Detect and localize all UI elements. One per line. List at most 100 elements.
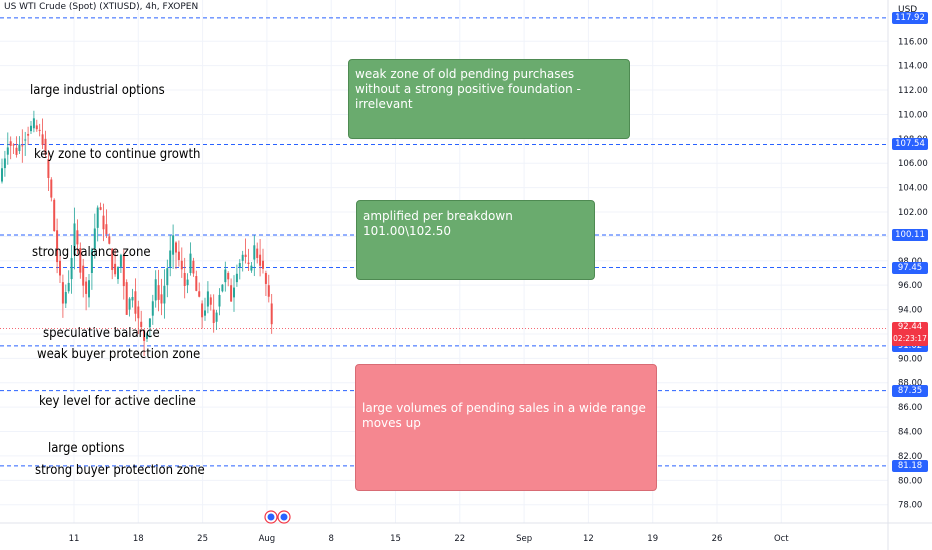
candle-body	[186, 279, 189, 286]
candle-body	[1, 168, 3, 182]
candle-body	[195, 276, 198, 291]
y-tick-label: 102.00	[898, 208, 928, 218]
x-tick-label: Sep	[516, 534, 532, 544]
candle-body	[30, 125, 32, 132]
candle-body	[125, 282, 128, 315]
note-box[interactable]: weak zone of old pending purchases withou…	[348, 59, 630, 139]
candle-body	[35, 125, 38, 130]
candle-body	[148, 318, 151, 328]
x-tick-label: 22	[454, 534, 465, 544]
x-tick-label: Oct	[774, 534, 789, 544]
event-markers[interactable]	[264, 510, 291, 524]
y-tick-label: 84.00	[898, 428, 922, 438]
candle-body	[53, 199, 56, 232]
candle-body	[12, 144, 15, 146]
time-axis[interactable]: 11 18 25 Aug 8 15 22 Sep 12 19 26 Oct	[0, 522, 932, 544]
x-tick-label: Aug	[259, 534, 276, 544]
candle-body	[143, 330, 146, 341]
current-price-tag: 92.44 02:23:17	[892, 321, 928, 346]
candle-body	[9, 141, 12, 146]
candle-body	[50, 179, 53, 198]
candle-body	[76, 230, 79, 245]
candle-body	[250, 265, 253, 271]
candle-body	[122, 254, 125, 287]
candle-body	[177, 251, 180, 260]
candle-body	[73, 223, 76, 255]
price-tag: 81.18	[892, 459, 928, 472]
candle-body	[38, 129, 41, 131]
candle-body	[172, 235, 175, 255]
y-tick-label: 112.00	[898, 86, 928, 96]
note-line: moves up	[362, 416, 421, 430]
candlestick-series	[1, 110, 273, 356]
chart-annotation: strong buyer protection zone	[35, 462, 205, 478]
chart-annotation: speculative balance	[43, 325, 160, 341]
note-box[interactable]: amplified per breakdown 101.00\102.50	[356, 200, 595, 280]
candle-body	[99, 207, 102, 210]
candle-body	[230, 285, 233, 302]
candle-body	[114, 263, 117, 275]
candle-body	[166, 268, 169, 286]
current-price-value: 92.44	[897, 321, 923, 332]
candle-body	[267, 285, 270, 297]
candle-body	[270, 303, 273, 325]
candle-body	[201, 303, 204, 318]
y-tick-label: 78.00	[898, 501, 922, 511]
y-tick-label: 82.00	[898, 452, 922, 462]
candle-body	[105, 224, 108, 235]
x-tick-label: 15	[390, 534, 401, 544]
price-tag: 87.35	[892, 384, 928, 397]
candle-body	[88, 280, 90, 298]
note-box[interactable]: large volumes of pending sales in a wide…	[355, 364, 657, 491]
x-tick-label: 8	[328, 534, 333, 544]
x-tick-label: 11	[69, 534, 80, 544]
note-line: without a strong positive foundation - i…	[355, 82, 581, 111]
candle-body	[117, 266, 119, 280]
chart-annotation: key zone to continue growth	[34, 146, 201, 162]
candle-body	[221, 284, 224, 292]
y-tick-label: 94.00	[898, 306, 922, 316]
y-tick-label: 96.00	[898, 281, 922, 291]
candle-body	[44, 138, 47, 154]
candle-body	[79, 247, 82, 273]
candle-body	[233, 287, 235, 298]
candle-body	[82, 265, 85, 286]
candle-body	[96, 207, 99, 228]
candle-body	[21, 145, 24, 147]
candle-body	[64, 292, 67, 304]
candle-body	[192, 260, 195, 274]
y-tick-label: 88.00	[898, 379, 922, 389]
candle-body	[134, 291, 137, 314]
flag-icon-inner	[280, 513, 288, 521]
note-line: large volumes of pending sales in a wide…	[362, 401, 646, 415]
candle-body	[111, 248, 114, 270]
chart-annotation: large options	[48, 440, 125, 456]
note-line: weak zone of old pending purchases	[355, 67, 575, 81]
x-tick-label: 19	[647, 534, 658, 544]
bar-countdown: 02:23:17	[893, 333, 927, 343]
candle-body	[6, 147, 9, 155]
candle-body	[238, 263, 241, 267]
price-tag: 117.92	[892, 11, 928, 24]
candle-body	[175, 242, 177, 253]
y-tick-label: 106.00	[898, 159, 928, 169]
candle-body	[102, 215, 105, 230]
candle-body	[262, 260, 264, 269]
x-tick-label: 12	[583, 534, 594, 544]
price-tag: 97.45	[892, 261, 928, 274]
y-tick-label: 80.00	[898, 476, 922, 486]
x-tick-label: 25	[197, 534, 208, 544]
candle-body	[3, 158, 6, 169]
candle-body	[151, 301, 154, 316]
candle-body	[15, 147, 18, 155]
candle-body	[253, 245, 256, 260]
candle-body	[212, 309, 215, 323]
note-line: amplified per breakdown 101.00\102.50	[363, 209, 513, 238]
chart-annotation: strong balance zone	[32, 245, 151, 261]
candle-body	[59, 260, 61, 276]
y-tick-label: 116.00	[898, 37, 928, 47]
currency-label: USD	[898, 5, 918, 15]
candle-body	[160, 294, 163, 304]
candle-body	[163, 285, 166, 304]
candle-body	[183, 272, 186, 287]
